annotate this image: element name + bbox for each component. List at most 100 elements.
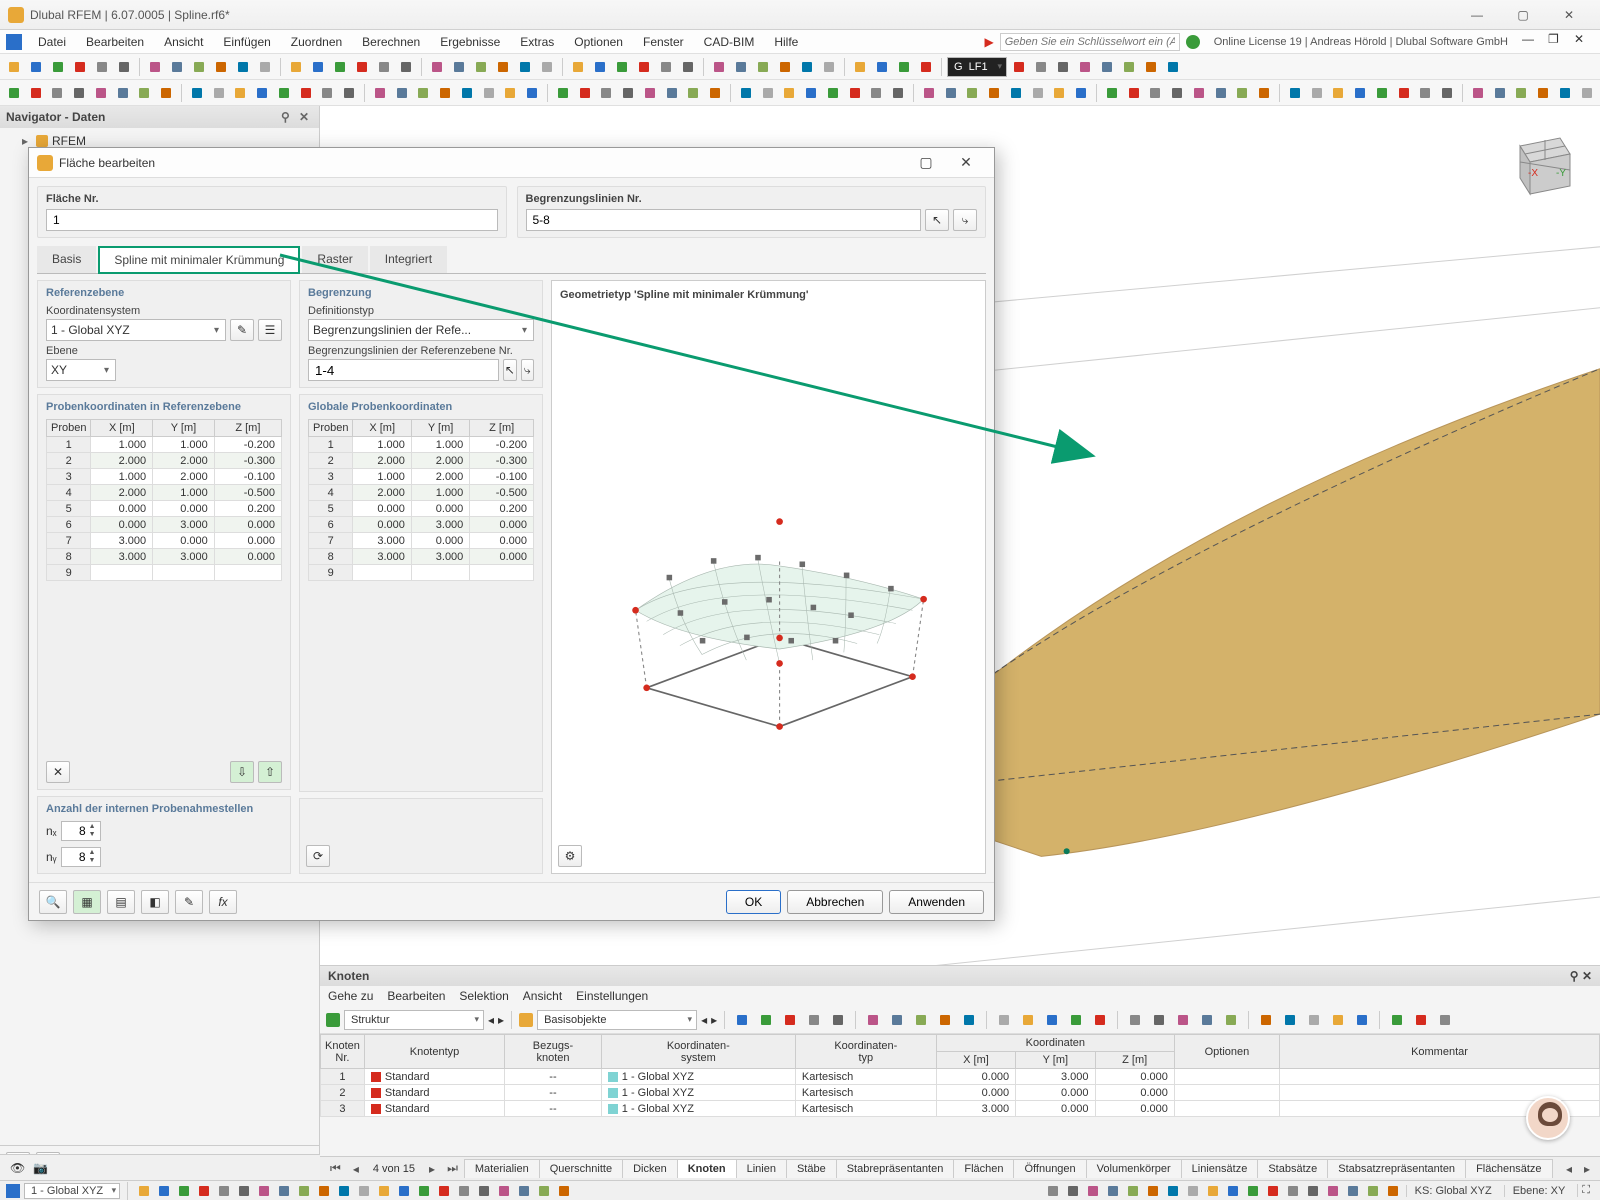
tb2-54-icon[interactable] [1232, 83, 1252, 103]
kp-tool-22-icon[interactable] [1304, 1010, 1324, 1030]
kp-menu-ansicht[interactable]: Ansicht [523, 989, 562, 1003]
kp-tool-15-icon[interactable] [1125, 1010, 1145, 1030]
kp-tab-8[interactable]: Öffnungen [1013, 1159, 1086, 1178]
plane-combo[interactable]: XY [46, 359, 116, 381]
tb1-0-icon[interactable] [4, 57, 24, 77]
tb1-12-icon[interactable] [286, 57, 306, 77]
ok-button[interactable]: OK [726, 890, 781, 914]
kp-tool-14-icon[interactable] [1090, 1010, 1110, 1030]
tb1-16-icon[interactable] [374, 57, 394, 77]
sb-icon-13[interactable] [395, 1183, 413, 1199]
kp-tool-1-icon[interactable] [756, 1010, 776, 1030]
kp-tool-17-icon[interactable] [1173, 1010, 1193, 1030]
tb2-46-icon[interactable] [1049, 83, 1069, 103]
preview-options-icon[interactable]: ⚙ [558, 845, 582, 867]
tb2-58-icon[interactable] [1328, 83, 1348, 103]
tb1-3-icon[interactable] [70, 57, 90, 77]
sb-icon-2[interactable] [175, 1183, 193, 1199]
tb2-3-icon[interactable] [69, 83, 89, 103]
sb2-icon-11[interactable] [1264, 1183, 1282, 1199]
tb1-17-icon[interactable] [396, 57, 416, 77]
tb1-30-icon[interactable] [709, 57, 729, 77]
kp-menu-gehe zu[interactable]: Gehe zu [328, 989, 373, 1003]
tb2-60-icon[interactable] [1372, 83, 1392, 103]
probe-glob-table[interactable]: ProbenX [m]Y [m]Z [m]11.0001.000-0.20022… [308, 419, 534, 581]
tb2-35-icon[interactable] [801, 83, 821, 103]
tb2-30-icon[interactable] [683, 83, 703, 103]
tb2-40-icon[interactable] [919, 83, 939, 103]
tb1-35-icon[interactable] [819, 57, 839, 77]
tb1-36-icon[interactable] [850, 57, 870, 77]
sb-icon-9[interactable] [315, 1183, 333, 1199]
tb2-26-icon[interactable] [596, 83, 616, 103]
tb2-42-icon[interactable] [962, 83, 982, 103]
sb2-icon-7[interactable] [1184, 1183, 1202, 1199]
sb-icon-0[interactable] [135, 1183, 153, 1199]
sb2-icon-3[interactable] [1104, 1183, 1122, 1199]
tb2-0-icon[interactable] [4, 83, 24, 103]
tb2-47-icon[interactable] [1071, 83, 1091, 103]
tb2-66-icon[interactable] [1511, 83, 1531, 103]
tb1-20-icon[interactable] [471, 57, 491, 77]
tb2-52-icon[interactable] [1189, 83, 1209, 103]
tb2-1-icon[interactable] [26, 83, 46, 103]
tb2-29-icon[interactable] [662, 83, 682, 103]
coord-combo[interactable]: 1 - Global XYZ [46, 319, 226, 341]
mdi-close-button[interactable]: ✕ [1574, 32, 1594, 52]
kp-nav-prev2-icon[interactable]: ◂ [701, 1013, 707, 1027]
sb2-icon-0[interactable] [1044, 1183, 1062, 1199]
tb1b-2-icon[interactable] [1053, 57, 1073, 77]
close-button[interactable]: ✕ [1546, 0, 1592, 30]
tb1-6-icon[interactable] [145, 57, 165, 77]
sb-icon-14[interactable] [415, 1183, 433, 1199]
kp-tool-16-icon[interactable] [1149, 1010, 1169, 1030]
tb2-8-icon[interactable] [187, 83, 207, 103]
tb2-17-icon[interactable] [392, 83, 412, 103]
tb2-21-icon[interactable] [479, 83, 499, 103]
tb2-15-icon[interactable] [339, 83, 359, 103]
tb1-8-icon[interactable] [189, 57, 209, 77]
tb2-24-icon[interactable] [553, 83, 573, 103]
probe-delete-icon[interactable]: ✕ [46, 761, 70, 783]
tb1-27-icon[interactable] [634, 57, 654, 77]
tb2-59-icon[interactable] [1350, 83, 1370, 103]
sb-icon-12[interactable] [375, 1183, 393, 1199]
sb2-icon-4[interactable] [1124, 1183, 1142, 1199]
tb2-11-icon[interactable] [252, 83, 272, 103]
kp-tool-20-icon[interactable] [1256, 1010, 1276, 1030]
kp-tab-1[interactable]: Querschnitte [539, 1159, 623, 1178]
tb2-43-icon[interactable] [984, 83, 1004, 103]
tb2-27-icon[interactable] [618, 83, 638, 103]
tb1-24-icon[interactable] [568, 57, 588, 77]
sb2-icon-1[interactable] [1064, 1183, 1082, 1199]
dlg-tool4-icon[interactable]: ✎ [175, 890, 203, 914]
def-combo[interactable]: Begrenzungslinien der Refe... [308, 319, 534, 341]
tb1-22-icon[interactable] [515, 57, 535, 77]
dialog-tab-0[interactable]: Basis [37, 246, 96, 273]
tb2-16-icon[interactable] [370, 83, 390, 103]
kp-menu-einstellungen[interactable]: Einstellungen [576, 989, 648, 1003]
sb-icon-8[interactable] [295, 1183, 313, 1199]
tb1b-4-icon[interactable] [1097, 57, 1117, 77]
kp-tool-23-icon[interactable] [1328, 1010, 1348, 1030]
bound-lines-input[interactable] [308, 359, 499, 381]
kp-first-icon[interactable]: ⏮ [324, 1161, 347, 1176]
tb2-5-icon[interactable] [113, 83, 133, 103]
tb2-49-icon[interactable] [1124, 83, 1144, 103]
bound-lines-select-icon[interactable]: ⤷ [521, 359, 535, 381]
tb2-48-icon[interactable] [1102, 83, 1122, 103]
kp-tool-6-icon[interactable] [887, 1010, 907, 1030]
mdi-restore-button[interactable]: ❐ [1548, 32, 1568, 52]
tb2-22-icon[interactable] [500, 83, 520, 103]
tb2-7-icon[interactable] [156, 83, 176, 103]
sb2-icon-13[interactable] [1304, 1183, 1322, 1199]
menu-cad-bim[interactable]: CAD-BIM [694, 32, 765, 52]
menu-optionen[interactable]: Optionen [564, 32, 633, 52]
minimize-button[interactable]: ― [1454, 0, 1500, 30]
tb2-65-icon[interactable] [1490, 83, 1510, 103]
sb-icon-5[interactable] [235, 1183, 253, 1199]
kp-menu-selektion[interactable]: Selektion [459, 989, 508, 1003]
kp-tab-0[interactable]: Materialien [464, 1159, 540, 1178]
tb2-69-icon[interactable] [1577, 83, 1597, 103]
tb1-21-icon[interactable] [493, 57, 513, 77]
